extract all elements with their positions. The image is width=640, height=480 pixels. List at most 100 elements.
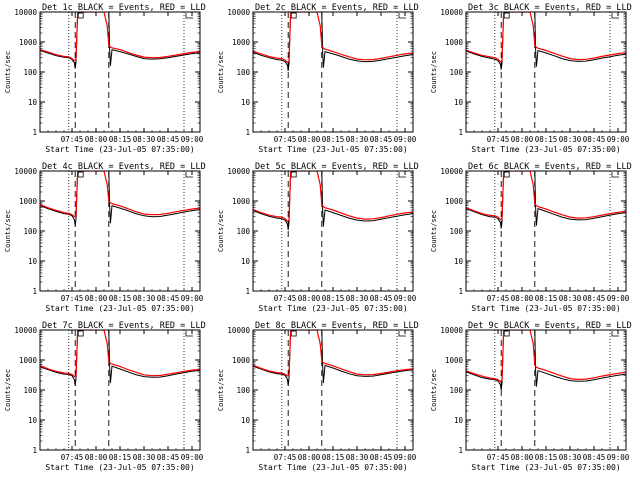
- y-tick-label: 10000: [14, 167, 37, 176]
- chart-panel-5: Det 5c BLACK = Events, RED = LLD 1 10 100 10…: [217, 162, 419, 313]
- plot-frame: [39, 329, 201, 451]
- y-tick-label: 1000: [445, 38, 464, 47]
- x-tick-label: 08:30: [559, 453, 582, 462]
- x-tick-label: 08:45: [157, 135, 180, 144]
- series-line-lld: [40, 171, 200, 218]
- x-tick-label: 09:00: [607, 294, 630, 303]
- y-tick-label: 10000: [227, 326, 250, 335]
- x-tick-label: 07:45: [274, 135, 297, 144]
- square-marker: [77, 171, 84, 178]
- series-line-lld: [253, 12, 413, 64]
- y-axis-label: Counts/sec: [430, 369, 438, 411]
- x-tick-label: 07:45: [274, 294, 297, 303]
- chart-panel-8: Det 8c BLACK = Events, RED = LLD 1 10 100 10…: [217, 321, 419, 472]
- y-axis-label: Counts/sec: [430, 51, 438, 93]
- square-marker: [503, 171, 510, 178]
- y-tick-label: 10000: [227, 167, 250, 176]
- plot-frame: [252, 11, 414, 133]
- series-line-lld: [466, 171, 626, 221]
- x-tick-label: 07:45: [61, 453, 84, 462]
- x-tick-label: 08:30: [346, 135, 369, 144]
- chart-title: Det 8c BLACK = Events, RED = LLD: [255, 321, 419, 331]
- x-axis-label: Start Time (23-Jul-05 07:35:00): [471, 145, 620, 154]
- y-tick-label: 100: [236, 227, 250, 236]
- series-line-lld: [40, 330, 200, 378]
- x-tick-label: 08:15: [109, 453, 132, 462]
- y-tick-label: 10000: [14, 8, 37, 17]
- x-tick-label: 07:45: [61, 294, 84, 303]
- x-tick-label: 08:15: [109, 294, 132, 303]
- y-tick-label: 1: [458, 128, 463, 137]
- l-marker: [185, 13, 193, 19]
- chart-title: Det 4c BLACK = Events, RED = LLD: [42, 162, 206, 172]
- series-line-lld: [466, 330, 626, 383]
- y-tick-label: 100: [23, 386, 37, 395]
- y-axis-label: Counts/sec: [4, 369, 12, 411]
- x-tick-label: 08:00: [298, 453, 321, 462]
- l-marker: [398, 172, 406, 178]
- y-tick-label: 10000: [440, 8, 463, 17]
- chart-panel-2: Det 2c BLACK = Events, RED = LLD 1 10 100 10…: [217, 3, 419, 154]
- x-tick-label: 09:00: [607, 453, 630, 462]
- y-tick-label: 10: [241, 257, 251, 266]
- x-tick-label: 07:45: [274, 453, 297, 462]
- x-tick-label: 08:45: [370, 294, 393, 303]
- x-tick-label: 08:00: [511, 135, 534, 144]
- x-tick-label: 09:00: [394, 453, 417, 462]
- y-tick-label: 10: [241, 416, 251, 425]
- x-tick-label: 08:30: [559, 294, 582, 303]
- chart-title: Det 5c BLACK = Events, RED = LLD: [255, 162, 419, 172]
- x-tick-label: 08:15: [535, 135, 558, 144]
- x-tick-label: 08:00: [511, 294, 534, 303]
- x-tick-label: 08:30: [559, 135, 582, 144]
- l-marker: [398, 13, 406, 19]
- y-tick-label: 1: [245, 287, 250, 296]
- y-tick-label: 10: [454, 416, 464, 425]
- y-tick-label: 1000: [19, 38, 38, 47]
- x-tick-label: 08:00: [298, 294, 321, 303]
- x-axis-label: Start Time (23-Jul-05 07:35:00): [258, 463, 407, 472]
- plot-frame: [252, 329, 414, 451]
- y-tick-label: 100: [236, 68, 250, 77]
- y-tick-label: 1000: [232, 356, 251, 365]
- x-tick-label: 08:30: [133, 294, 156, 303]
- y-axis-label: Counts/sec: [217, 369, 225, 411]
- x-tick-label: 08:30: [346, 294, 369, 303]
- plot-frame: [465, 329, 627, 451]
- x-tick-label: 09:00: [394, 135, 417, 144]
- y-tick-label: 100: [23, 227, 37, 236]
- l-marker: [185, 331, 193, 337]
- x-tick-label: 09:00: [181, 294, 204, 303]
- plot-frame: [252, 170, 414, 292]
- chart-title: Det 7c BLACK = Events, RED = LLD: [42, 321, 206, 331]
- x-tick-label: 08:45: [157, 294, 180, 303]
- y-tick-label: 1: [458, 446, 463, 455]
- y-tick-label: 10000: [227, 8, 250, 17]
- x-tick-label: 08:15: [109, 135, 132, 144]
- l-marker: [611, 172, 619, 178]
- series-line-events: [40, 171, 200, 226]
- square-marker: [290, 12, 297, 19]
- plot-frame: [39, 11, 201, 133]
- y-tick-label: 10: [28, 416, 38, 425]
- y-tick-label: 10000: [440, 326, 463, 335]
- chart-title: Det 1c BLACK = Events, RED = LLD: [42, 3, 206, 13]
- plot-frame: [465, 11, 627, 133]
- x-tick-label: 08:45: [583, 135, 606, 144]
- x-tick-label: 09:00: [394, 294, 417, 303]
- x-tick-label: 09:00: [607, 135, 630, 144]
- square-marker: [290, 330, 297, 337]
- y-tick-label: 1000: [232, 38, 251, 47]
- square-marker: [77, 12, 84, 19]
- y-tick-label: 100: [449, 68, 463, 77]
- x-axis-label: Start Time (23-Jul-05 07:35:00): [471, 304, 620, 313]
- y-tick-label: 1: [458, 287, 463, 296]
- square-marker: [503, 330, 510, 337]
- chart-title: Det 9c BLACK = Events, RED = LLD: [468, 321, 632, 331]
- x-tick-label: 08:15: [535, 294, 558, 303]
- x-tick-label: 08:00: [298, 135, 321, 144]
- x-tick-label: 08:00: [85, 294, 108, 303]
- x-tick-label: 08:15: [322, 135, 345, 144]
- x-tick-label: 07:45: [487, 294, 510, 303]
